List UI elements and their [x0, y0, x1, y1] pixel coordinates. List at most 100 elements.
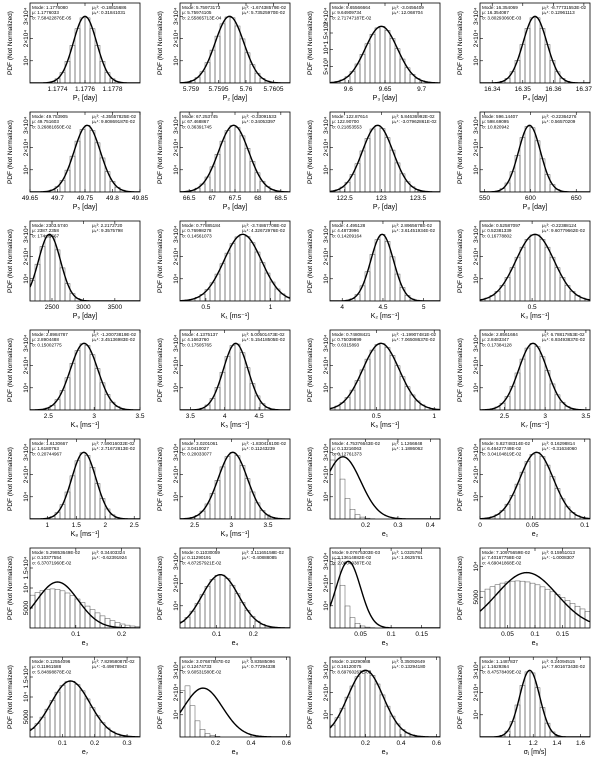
- stat-moment: μ₄⁴: 6.93493837E-02: [542, 337, 585, 342]
- stat-moment: μ₄⁴: 0.31841031: [92, 10, 126, 15]
- histogram-bar: [519, 358, 526, 410]
- y-tick-label: 3×10⁴: [323, 661, 330, 679]
- y-axis-label: PDF (Not Normalized): [7, 556, 14, 620]
- x-tick-label: 2.5: [130, 522, 139, 529]
- x-tick-label: 9.65: [379, 86, 392, 93]
- x-axis-label: K₄ [ms⁻¹]: [71, 422, 100, 429]
- histogram-bar: [209, 579, 216, 628]
- histogram-panel: 2.5 3 3.5 10⁴ 2×10⁴ 3×10⁴ K₉ [ms⁻¹] PDF (Not No…: [150, 436, 300, 545]
- stat-moment: μ₄⁴: 0.77294338: [242, 664, 276, 669]
- histogram-panel: 0.5 1 10⁴ 2×10⁴ 3×10⁴ K₆ [ms⁻¹] PDF (Not Norma…: [300, 327, 450, 436]
- histogram-svg: 0.5 10⁴ 2×10⁴ 3×10⁴ K₃ [ms⁻¹] PDF (Not Normal…: [457, 220, 591, 320]
- histogram-panel: 5.759 5.7595 5.76 5.7605 10⁴ 2×10⁴ 3×10⁴ P₂ [da…: [150, 0, 300, 109]
- plot-frame: [479, 111, 591, 193]
- plot-frame: [179, 329, 291, 411]
- y-axis-label: PDF (Not Normalized): [307, 338, 314, 402]
- histogram-bar: [354, 514, 361, 519]
- y-tick-label: 3×10⁴: [173, 116, 180, 134]
- stat-moment: μ₃³: 5.00501473E-02: [242, 332, 285, 337]
- y-tick-label: 10⁴: [473, 274, 480, 284]
- x-axis-label: P₉ [day]: [73, 313, 98, 320]
- stat-line: σ: 0.21853553: [332, 124, 362, 129]
- histogram-bar: [364, 358, 371, 410]
- histogram-bar: [379, 26, 386, 83]
- histogram-bar: [199, 594, 206, 628]
- y-tick-label: 2×10⁴: [173, 575, 180, 593]
- x-axis-label: K₂ [ms⁻¹]: [371, 313, 400, 320]
- y-tick-label: 5×10³: [323, 57, 330, 75]
- histogram-bar: [359, 369, 366, 410]
- stat-moment: μ₄⁴: -3.07962861E-02: [392, 119, 437, 124]
- stat-line: Mode: 7.10975659E-02: [482, 550, 530, 555]
- stat-line: μ: 0.12474733: [182, 664, 212, 669]
- histogram-bar: [574, 605, 581, 628]
- histogram-bar: [534, 346, 541, 410]
- plot-area: [330, 669, 440, 737]
- stat-moment: μ₃³: 0.83585096: [242, 659, 275, 664]
- gaussian-fit-curve: [30, 451, 140, 519]
- stat-moment: μ₃³: 0.16298814: [542, 441, 575, 446]
- histogram-bar: [384, 347, 391, 410]
- histogram-bar: [59, 685, 66, 737]
- x-axis-label: K₇ [ms⁻¹]: [521, 422, 549, 429]
- histogram-bar: [89, 130, 96, 192]
- histogram-bar: [224, 130, 231, 192]
- histogram-bar: [524, 239, 531, 301]
- x-tick-label: 0.15: [415, 631, 428, 638]
- plot-area: [30, 581, 140, 628]
- y-tick-label: 10⁴: [473, 165, 480, 175]
- y-axis-label: PDF (Not Normalized): [7, 665, 14, 729]
- x-tick-label: 0.5: [201, 304, 210, 311]
- gaussian-fit-curve: [180, 15, 290, 83]
- histogram-svg: 3.5 4 4.5 10⁴ 2×10⁴ 3×10⁴ K₅ [ms⁻¹] PDF (Not No…: [157, 329, 291, 429]
- stat-moment: μ₃³: 3.11165158E-02: [242, 550, 284, 555]
- y-tick-label: 5000: [473, 590, 480, 605]
- y-tick-label: 2×10⁴: [473, 30, 480, 48]
- plot-frame: [329, 656, 441, 738]
- histogram-bar: [344, 498, 351, 519]
- histogram-bar: [219, 23, 226, 83]
- x-tick-label: 0.1: [580, 522, 589, 529]
- stat-moment: μ₄⁴: 0.11243239: [242, 446, 275, 451]
- y-axis-label: PDF (Not Normalized): [157, 120, 164, 184]
- x-tick-label: 1: [508, 740, 512, 747]
- stat-moment: μ₄⁴: 5.73525970E-02: [242, 10, 285, 15]
- y-axis-label: PDF (Not Normalized): [457, 229, 464, 293]
- y-tick-label: 2×10⁴: [173, 357, 180, 375]
- histogram-bar: [534, 452, 541, 519]
- gaussian-fit-curve: [330, 669, 440, 737]
- stat-line: σ: 174.85667: [32, 233, 60, 238]
- histogram-bar: [374, 27, 381, 83]
- gaussian-fit-curve: [30, 124, 140, 192]
- histogram-bar: [84, 698, 91, 737]
- stat-line: μ: 598.69095: [482, 119, 509, 124]
- stat-moment: μ₃³: 2.8965678E-02: [392, 223, 432, 228]
- y-axis-label: PDF (Not Normalized): [157, 229, 164, 293]
- histogram-bar: [194, 720, 201, 737]
- stat-moment: μ₄⁴: -0.31634060: [542, 446, 577, 451]
- x-tick-label: 0.1: [530, 631, 539, 638]
- plot-frame: [329, 111, 441, 193]
- x-axis-label: e₉: [382, 749, 389, 756]
- histogram-svg: 0.2 0.4 0.6 10⁴ 2×10⁴ 3×10⁴ e₈ PDF (Not Normali…: [157, 656, 291, 756]
- stat-line: σ: 3.26881650E-02: [32, 124, 72, 129]
- histogram-bar: [529, 582, 536, 628]
- plot-area: [330, 25, 440, 83]
- y-tick-label: 1.5×10⁴: [23, 556, 30, 579]
- x-tick-label: 0.3: [393, 522, 402, 529]
- histogram-bar: [514, 580, 521, 628]
- histogram-bar: [89, 28, 96, 83]
- histogram-bar: [199, 729, 206, 737]
- y-tick-label: 3×10⁴: [323, 116, 330, 134]
- stat-line: Mode: 122.87614: [332, 114, 368, 119]
- y-axis-label: PDF (Not Normalized): [457, 338, 464, 402]
- plot-area: [180, 573, 290, 628]
- histogram-bar: [334, 557, 341, 628]
- histogram-bar: [394, 365, 401, 410]
- histogram-bar: [224, 578, 231, 628]
- y-tick-label: 10⁴: [23, 56, 30, 66]
- histogram-bar: [229, 584, 236, 628]
- stat-moment: μ₄⁴: 1.0625761: [392, 555, 423, 560]
- histogram-panel: 1 1.5 2 2.5 10⁴ 2×10⁴ 3×10⁴ K₈ [ms⁻¹] PDF (Not N…: [0, 436, 150, 545]
- x-tick-label: 16.35: [515, 86, 532, 93]
